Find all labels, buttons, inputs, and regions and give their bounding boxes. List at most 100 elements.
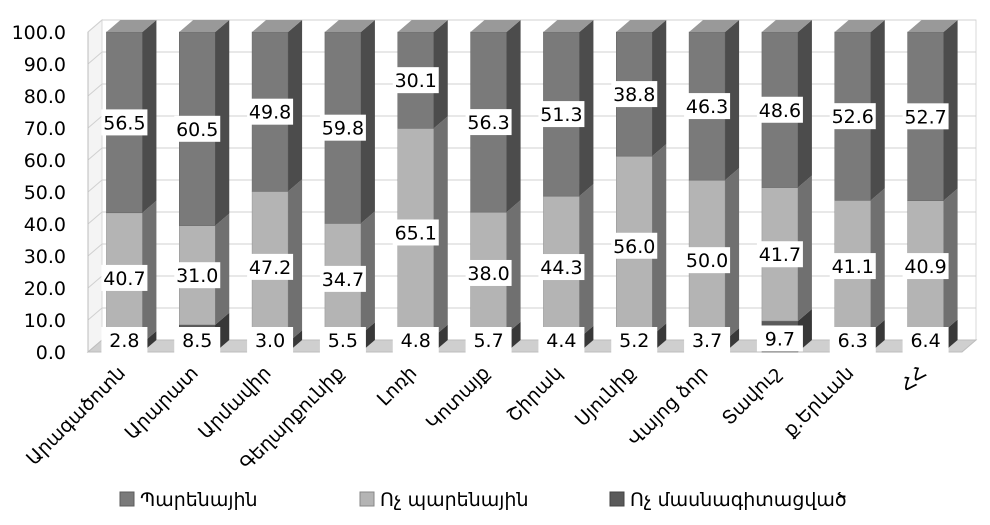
data-label: 44.3 [538, 254, 585, 281]
gridline [87, 179, 976, 193]
data-label: 5.5 [319, 327, 366, 353]
data-label-box [538, 327, 585, 353]
data-label: 9.7 [756, 325, 803, 352]
gridline [87, 307, 976, 321]
x-tick-label: Շիրակ [503, 362, 567, 426]
legend-item: Պարենային [119, 489, 258, 511]
data-label-box [611, 232, 658, 259]
bar-segment-side [215, 213, 230, 325]
data-label: 2.8 [101, 327, 148, 353]
bar-top [689, 20, 740, 32]
data-label-box [465, 259, 512, 286]
data-label-box [538, 101, 585, 128]
data-label-box [247, 327, 294, 353]
data-label-text: 47.2 [249, 257, 291, 279]
bar-top [397, 20, 448, 32]
data-label-text: 38.8 [613, 84, 655, 106]
data-label: 6.4 [902, 327, 949, 353]
data-label: 6.3 [829, 327, 876, 353]
data-label-text: 3.7 [692, 330, 722, 352]
data-label-box [392, 67, 439, 94]
data-label-text: 60.5 [176, 119, 218, 141]
data-label-box [101, 327, 148, 353]
data-label-text: 40.9 [904, 256, 946, 278]
legend-swatch [119, 491, 135, 507]
bar-top [907, 20, 958, 32]
data-label: 50.0 [684, 247, 731, 274]
data-label: 30.1 [392, 67, 439, 94]
data-label: 3.0 [247, 327, 294, 353]
bar-stack [543, 20, 594, 353]
data-label-text: 46.3 [686, 96, 728, 118]
bar-segment-side [579, 184, 594, 338]
data-label-text: 9.7 [765, 328, 795, 350]
data-label: 38.8 [611, 81, 658, 108]
x-tick-label: Լոռի [373, 362, 421, 410]
data-label: 52.6 [829, 103, 876, 130]
bar-segment-side [288, 179, 303, 343]
data-label-box [319, 265, 366, 292]
y-tick-label: 50.0 [24, 182, 66, 204]
bar-segment-side [870, 188, 885, 332]
data-label-text: 34.7 [322, 269, 364, 291]
data-label-box [538, 254, 585, 281]
x-tick-label: Կոտայք [422, 362, 494, 434]
data-label-text: 65.1 [395, 222, 437, 244]
bar-top [543, 20, 594, 32]
data-label-box [756, 96, 803, 123]
data-label-box [756, 325, 803, 352]
bar-top [834, 20, 885, 32]
data-label: 5.7 [465, 327, 512, 353]
y-tick-label: 30.0 [24, 246, 66, 268]
data-label: 40.7 [101, 264, 148, 291]
data-label-box [756, 241, 803, 268]
data-label-text: 2.8 [109, 330, 139, 352]
data-label-text: 31.0 [176, 265, 218, 287]
bar-segment-side [360, 20, 375, 224]
data-label-box [902, 327, 949, 353]
y-tick-label: 100.0 [12, 22, 66, 44]
y-axis: 0.0 10.0 20.0 30.0 40.0 50.0 60.0 70.0 80.0 90.0 1… [12, 22, 89, 364]
data-label-box [174, 327, 221, 353]
bar-segment-side [725, 20, 740, 181]
x-tick-label: Արագածոտն [22, 362, 130, 470]
y-tick-label: 80.0 [24, 86, 66, 108]
gridline [87, 19, 976, 33]
bar-segment-side [215, 20, 230, 226]
data-label-box [392, 327, 439, 353]
bar-stack [616, 20, 667, 353]
data-label-box [611, 81, 658, 108]
data-label-text: 6.3 [838, 330, 868, 352]
bar-segment-side [142, 20, 157, 213]
bar-stack [761, 20, 812, 353]
x-tick-label: ՀՀ [896, 362, 931, 397]
bar-segment-side [433, 116, 448, 337]
data-label-box [319, 114, 366, 141]
x-tick-label: Սյունիք [571, 362, 640, 431]
bar-segment-side [288, 20, 303, 192]
legend-label: Պարենային [140, 489, 258, 511]
data-label-text: 52.6 [832, 106, 874, 128]
legend-swatch [359, 491, 375, 507]
data-label: 47.2 [247, 253, 294, 280]
data-label-text: 56.5 [103, 112, 145, 134]
bar-top [252, 20, 303, 32]
data-label: 56.5 [101, 109, 148, 136]
data-label-text: 5.5 [328, 330, 358, 352]
data-label-box [902, 253, 949, 280]
data-label: 52.7 [902, 103, 949, 130]
data-label-text: 5.7 [473, 330, 503, 352]
data-label-text: 41.1 [832, 256, 874, 278]
data-label-box [174, 115, 221, 142]
data-label: 46.3 [684, 93, 731, 120]
chart-floor [86, 339, 978, 353]
data-label-text: 41.7 [759, 244, 801, 266]
gridline [87, 51, 976, 65]
bar-stack [324, 20, 375, 353]
data-label-box [829, 253, 876, 280]
data-label: 4.4 [538, 327, 585, 353]
bar-segment-side [797, 175, 812, 321]
data-label-box [174, 262, 221, 289]
legend-item: Ոչ պարենային [359, 489, 529, 511]
